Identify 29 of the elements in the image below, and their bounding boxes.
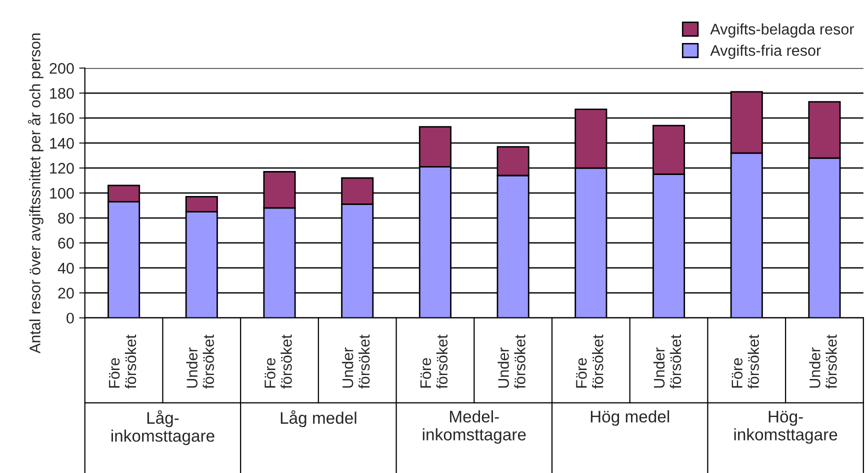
y-tick-label: 180 [50,88,74,99]
text: Hög medel [590,410,670,426]
y-tick-label: 20 [58,288,74,299]
x-tick-label: Under försöket [342,334,370,389]
text: Hög- inkomsttagare [734,410,838,444]
x-tick-label: Före försöket [264,334,292,389]
x-tick-label: Före försöket [732,334,759,389]
y-tick-label: 40 [58,262,74,274]
y-tick-label: 80 [58,212,74,224]
x-tick-label: Före försöket [576,334,604,389]
y-tick-label: 100 [50,188,74,199]
text: Låg- inkomsttagare [112,410,214,446]
x-tick-label: Före försöket [420,334,448,389]
y-tick-label: 140 [50,138,74,149]
y-tick-label: 160 [50,112,74,124]
text: Medel- inkomsttagare [422,410,526,444]
y-tick-label: 120 [50,162,74,174]
y-tick-label: 200 [50,62,74,74]
y-axis-title: Antal resor över avgiftssnittet per år och person [28,33,44,354]
legend-label: Avgifts-fria resor [710,44,821,59]
x-tick-label: Under försöket [653,334,682,389]
x-tick-label: Under försöket [498,334,526,389]
y-tick-label: 60 [58,238,74,249]
text: Låg medel [280,410,356,428]
legend-label: Avgifts-belagda resor [710,23,854,38]
x-tick-label: Före försöket [109,334,136,389]
y-tick-label: 0 [66,312,74,324]
x-tick-label: Under försöket [809,334,837,389]
x-tick-label: Under försöket [186,334,214,389]
